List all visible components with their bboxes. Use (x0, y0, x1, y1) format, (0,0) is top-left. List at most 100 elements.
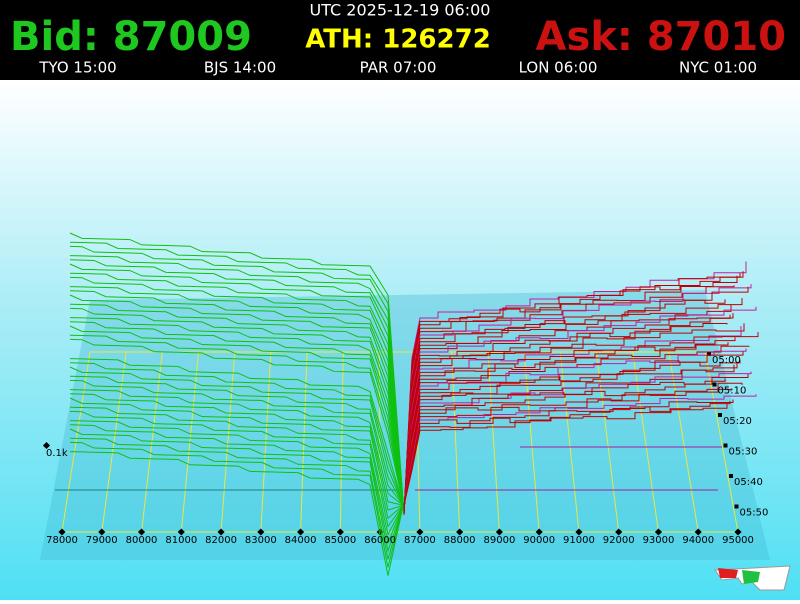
volume-label: 0.1k (46, 448, 68, 459)
floor-shadow (40, 290, 770, 560)
ask-depth-line (403, 359, 741, 509)
price-tick (336, 528, 344, 536)
ask-depth-line (403, 371, 752, 508)
ath-price: ATH: 126272 (305, 25, 491, 55)
floor-line (378, 351, 381, 533)
bid-depth-line (69, 366, 405, 508)
price-label: 87000 (404, 535, 436, 546)
price-tick (654, 528, 663, 536)
bid-depth-line (69, 362, 405, 508)
bid-depth-line (69, 393, 405, 506)
ask-depth-line (403, 403, 728, 506)
time-tick (729, 474, 733, 478)
bid-depth-line (69, 441, 405, 568)
price-label: 88000 (444, 535, 476, 546)
time-tick (712, 382, 717, 387)
price-label: 95000 (722, 535, 754, 546)
clock: LON 06:00 (519, 59, 598, 77)
bid-depth-line (69, 420, 405, 537)
ask-depth-line (403, 299, 726, 513)
price-label: 89000 (484, 535, 516, 546)
ask-depth-line (403, 362, 738, 509)
ask-price: Ask: 87010 (536, 14, 786, 60)
clock: NYC 01:00 (679, 59, 757, 77)
price-tick (615, 528, 623, 536)
price-label: 91000 (563, 535, 595, 546)
price-tick (495, 528, 503, 536)
time-label: 05:00 (712, 355, 741, 366)
bid-depth-line (69, 397, 405, 511)
ask-depth-line (403, 351, 744, 509)
bid-depth-line (69, 294, 405, 512)
ask-depth-line (403, 285, 735, 514)
time-label: 05:10 (718, 386, 747, 397)
price-label: 84000 (285, 535, 317, 546)
ask-depth-line (403, 345, 750, 510)
price-tick (575, 528, 583, 536)
price-tick (217, 528, 225, 536)
clock: BJS 14:00 (204, 59, 276, 77)
axis-labels: 78000 79000 80000 81000 82000 83000 84000 85000… (46, 355, 768, 546)
price-label: 93000 (643, 535, 675, 546)
time-tick (707, 352, 711, 356)
price-label: 83000 (245, 535, 277, 546)
price-tick (177, 528, 185, 536)
ask-depth-line (403, 323, 745, 511)
bid-depth-line (69, 424, 405, 545)
bid-depth-line (69, 375, 405, 507)
ask-depth-line (403, 322, 728, 512)
floor-line (260, 351, 272, 533)
bid-depth-line (69, 437, 405, 560)
bid-depth-line (69, 325, 405, 510)
bid-depth-line (69, 321, 405, 510)
bid-depth-line (69, 259, 405, 514)
ask-depth-line (403, 284, 752, 514)
bid-depth-line (69, 245, 405, 515)
depth-lines (69, 232, 759, 576)
clocks: TYO 15:00 BJS 14:00 PAR 07:00 LON 06:00 NYC … (38, 59, 757, 77)
volume-tick (42, 441, 51, 450)
ask-depth-line (403, 394, 757, 507)
ask-depth-line (403, 364, 735, 508)
floor-line (451, 351, 461, 533)
bid-depth-line (69, 334, 405, 509)
price-label: 85000 (324, 535, 356, 546)
ask-depth-line (403, 261, 747, 516)
ask-depth-line (403, 326, 742, 511)
price-tick (734, 528, 742, 536)
bid-depth-line (69, 255, 405, 514)
bid-depth-line (69, 410, 405, 528)
bid-depth-line (69, 451, 405, 576)
ask-depth-line (403, 399, 734, 506)
price-tick (98, 528, 106, 536)
bid-depth-line (69, 389, 405, 507)
price-label: 81000 (165, 535, 197, 546)
price-tick (535, 528, 543, 536)
bid-depth-line (69, 263, 405, 514)
bid-depth-line (69, 317, 405, 510)
ask-depth-line (403, 348, 747, 510)
header-bar (0, 0, 800, 80)
floor-line (101, 351, 127, 533)
bid-price: Bid: 87009 (10, 14, 252, 60)
price-label: 82000 (205, 535, 237, 546)
time-tick (723, 443, 728, 448)
ask-depth-line (403, 286, 749, 514)
price-label: 80000 (126, 535, 158, 546)
price-tick (58, 528, 66, 536)
price-label: 94000 (682, 535, 714, 546)
ask-depth-line (403, 373, 749, 508)
price-label: 79000 (86, 535, 118, 546)
price-tick (137, 528, 146, 536)
bid-depth-line (69, 379, 405, 507)
ask-depth-line (403, 275, 738, 515)
price-tick (456, 528, 464, 536)
utc-time: UTC 2025-12-19 06:00 (310, 1, 491, 20)
bid-depth-line (69, 276, 405, 513)
price-label: 90000 (523, 535, 555, 546)
price-label: 86000 (364, 535, 396, 546)
floor-line (300, 351, 308, 533)
price-tick (297, 528, 305, 536)
bid-depth-line (69, 428, 405, 553)
time-label: 05:40 (734, 477, 763, 488)
